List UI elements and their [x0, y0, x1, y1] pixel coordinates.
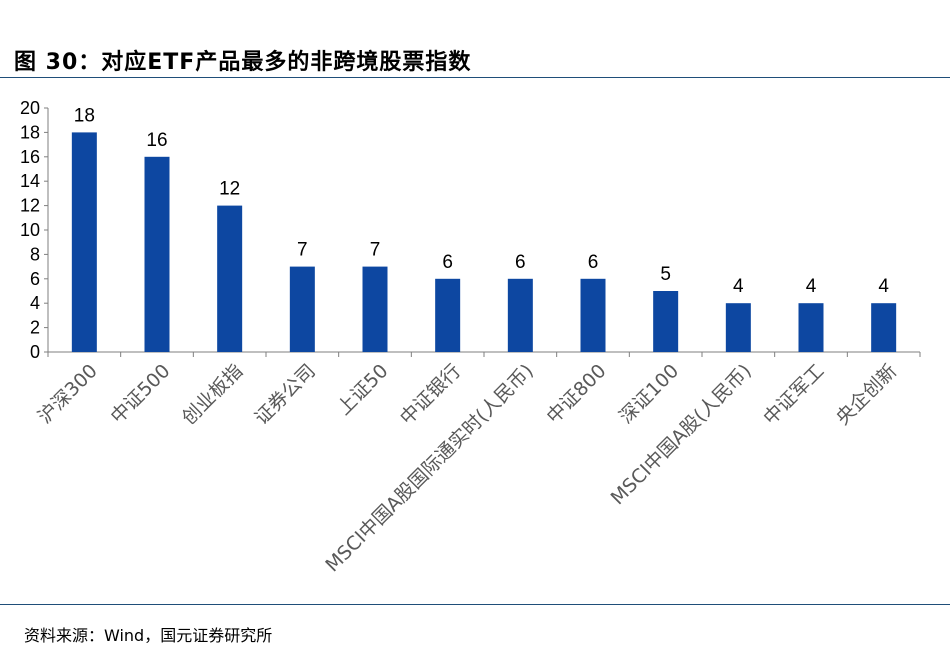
x-category-label: 中证500: [106, 360, 174, 428]
bar: [144, 156, 170, 352]
y-tick-label: 16: [20, 147, 40, 167]
y-tick-label: 10: [20, 220, 40, 240]
x-category-label: 中证军工: [759, 360, 828, 429]
bar: [507, 278, 533, 352]
x-category-label: 创业板指: [178, 360, 247, 429]
bar: [871, 303, 897, 352]
bar: [71, 132, 97, 352]
data-label: 7: [370, 240, 381, 261]
bar: [725, 303, 751, 352]
x-category-label: 中证800: [542, 360, 610, 428]
bar: [289, 266, 315, 352]
y-tick-label: 14: [20, 171, 40, 191]
data-label: 4: [806, 276, 817, 297]
y-tick-label: 8: [30, 244, 40, 264]
y-tick-label: 2: [30, 318, 40, 338]
bar: [798, 303, 824, 352]
title-divider: [0, 77, 950, 78]
y-tick-label: 18: [20, 122, 40, 142]
y-tick-label: 12: [20, 196, 40, 216]
bar-chart: 0 2 4 6 8 10 12 14 16 18 20 18 沪深300 16 中证500 12 创业板指 7 证券…: [20, 98, 921, 576]
x-category-label: 央企创新: [832, 360, 901, 429]
bar: [362, 266, 388, 352]
data-label: 12: [219, 179, 240, 200]
data-label: 6: [588, 252, 599, 273]
data-label: 5: [660, 264, 671, 285]
y-tick-label: 4: [30, 293, 40, 313]
data-label: 7: [297, 240, 308, 261]
bar: [217, 205, 243, 352]
bar: [653, 291, 679, 352]
data-label: 4: [878, 276, 889, 297]
y-tick-label: 20: [20, 98, 40, 118]
y-tick-label: 0: [30, 342, 40, 362]
page-title: 图 30：对应ETF产品最多的非跨境股票指数: [14, 50, 472, 75]
bar: [435, 278, 461, 352]
x-category-label: 上证50: [333, 360, 393, 420]
data-label: 4: [733, 276, 744, 297]
x-category-label: 中证银行: [396, 360, 465, 429]
data-label: 18: [74, 105, 95, 126]
data-label: 16: [146, 130, 167, 151]
x-category-label: 证券公司: [251, 360, 320, 429]
x-category-label: MSCI中国A股(人民币): [607, 360, 756, 509]
y-tick-label: 6: [30, 269, 40, 289]
bar: [580, 278, 606, 352]
source-note: 资料来源：Wind，国元证券研究所: [24, 626, 273, 645]
x-category-label: 深证100: [615, 360, 683, 428]
data-label: 6: [515, 252, 526, 273]
data-label: 6: [442, 252, 453, 273]
x-category-label: 沪深300: [34, 360, 102, 428]
footer-divider: [0, 604, 950, 605]
